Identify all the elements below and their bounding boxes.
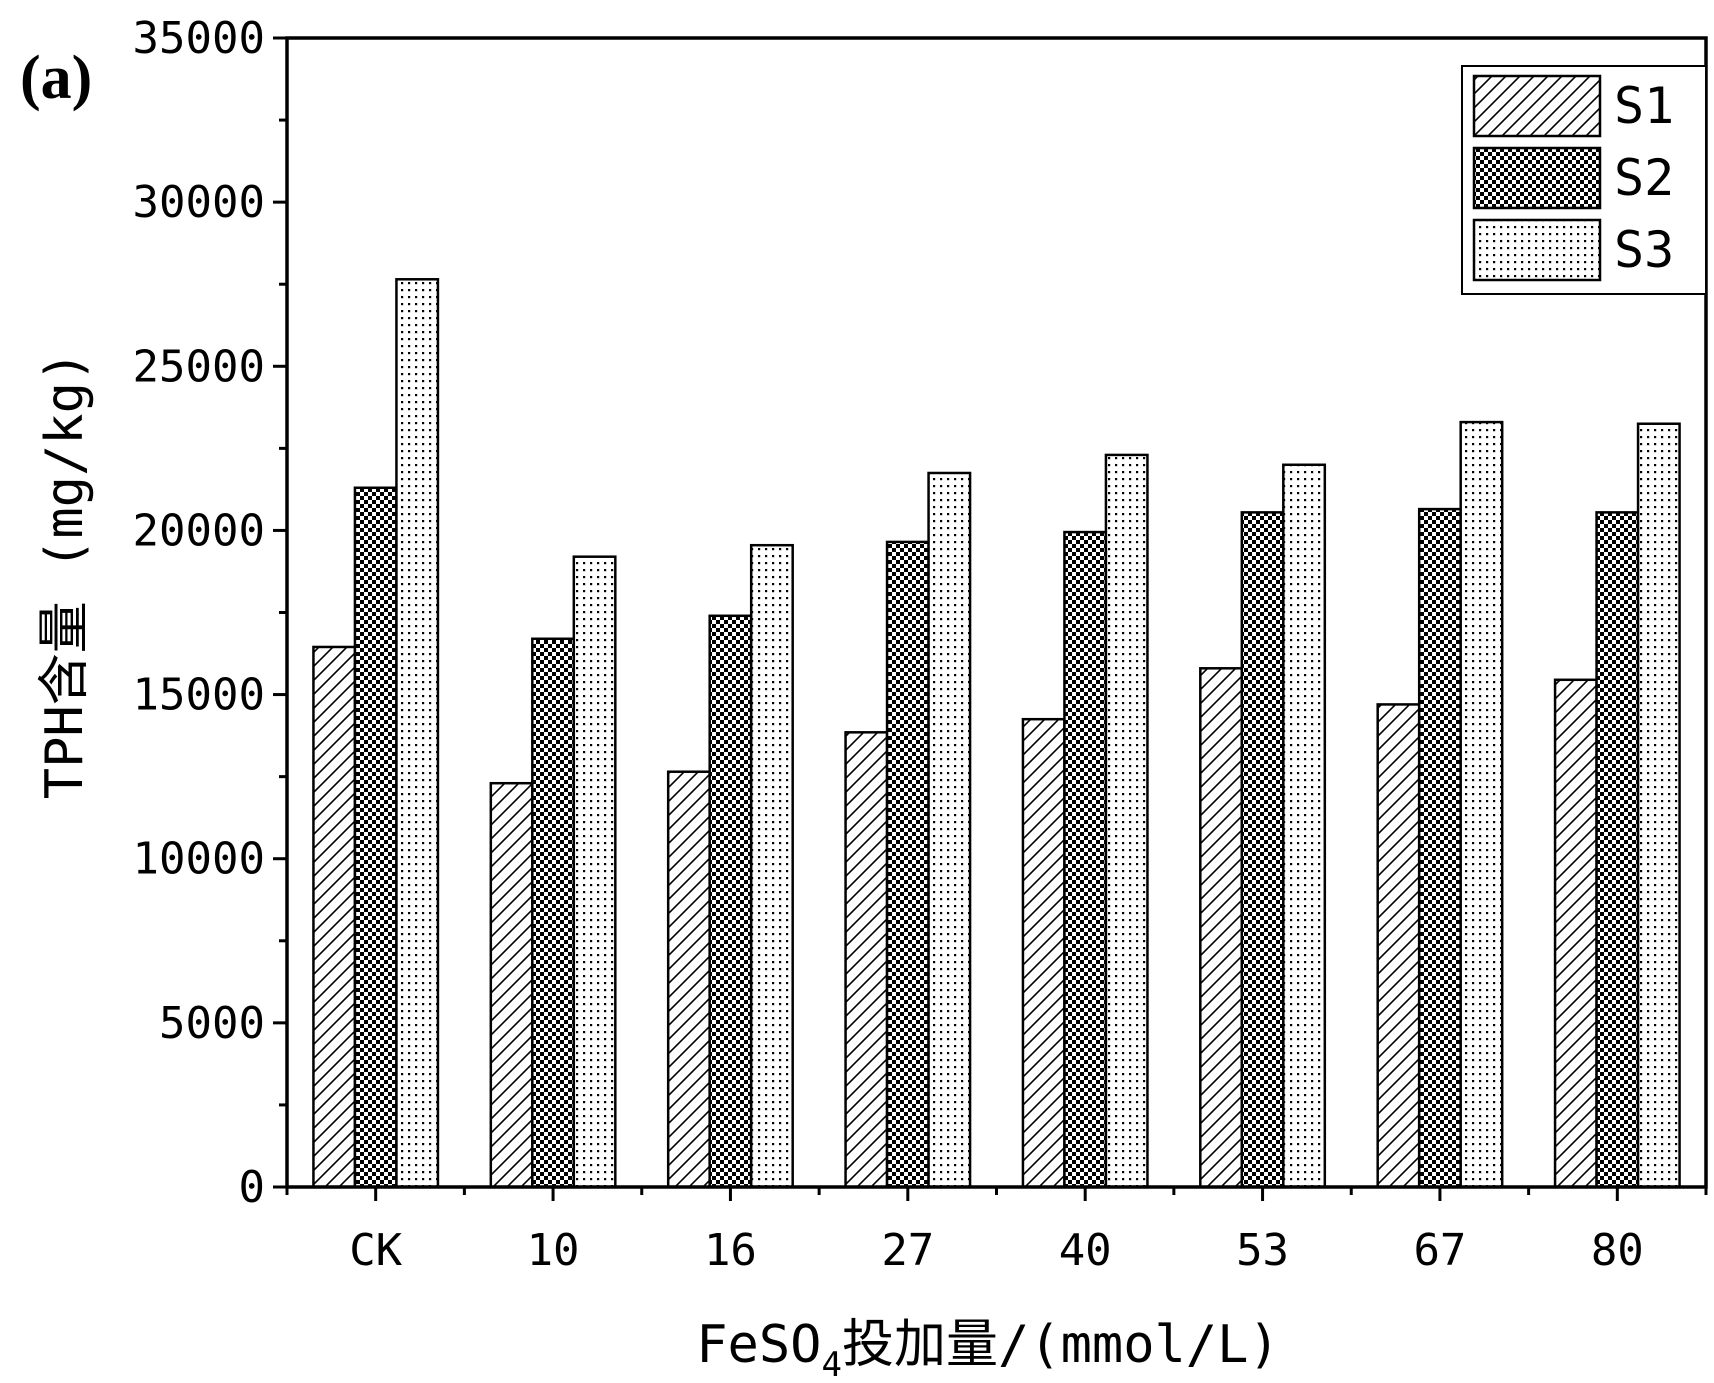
y-tick-label: 30000 bbox=[133, 177, 265, 228]
x-axis-title-suffix: 投加量/(mmol/L) bbox=[842, 1315, 1280, 1375]
y-tick-label: 35000 bbox=[133, 13, 265, 64]
bar-s2-40 bbox=[1063, 530, 1108, 1189]
x-axis-title: FeSO4投加量/(mmol/L) bbox=[696, 1315, 1279, 1378]
bar-s2-27 bbox=[885, 540, 930, 1189]
y-tick-label: 0 bbox=[239, 1162, 266, 1213]
y-tick-label: 5000 bbox=[159, 998, 265, 1049]
bar-s1-53 bbox=[1199, 667, 1244, 1189]
bar-s3-10 bbox=[572, 555, 617, 1189]
bar-s1-27 bbox=[844, 731, 889, 1189]
bar-s2-ck bbox=[353, 486, 398, 1189]
bar-s1-80 bbox=[1553, 678, 1598, 1189]
bar-s1-40 bbox=[1021, 717, 1066, 1189]
x-tick-label: 53 bbox=[1236, 1225, 1289, 1276]
x-axis-title-subscript: 4 bbox=[821, 1345, 841, 1378]
legend: S1 S2 S3 bbox=[1461, 65, 1707, 295]
legend-swatch-s3 bbox=[1472, 218, 1602, 282]
bar-s3-ck bbox=[395, 278, 440, 1189]
x-tick-label: 10 bbox=[527, 1225, 580, 1276]
bar-s3-80 bbox=[1636, 422, 1681, 1189]
legend-label-s1: S1 bbox=[1614, 77, 1674, 135]
axes-layer: 0 5000 10000 15000 20000 25000 30000 35000 CK 10 1… bbox=[133, 13, 1708, 1276]
bar-s1-67 bbox=[1376, 703, 1421, 1189]
x-tick-label: 40 bbox=[1059, 1225, 1112, 1276]
x-axis-title-main: FeSO bbox=[696, 1315, 821, 1375]
x-tick-label: 67 bbox=[1413, 1225, 1466, 1276]
x-tick-label: CK bbox=[349, 1225, 402, 1276]
x-tick-label: 16 bbox=[704, 1225, 757, 1276]
bar-s3-27 bbox=[927, 471, 972, 1189]
legend-label-s3: S3 bbox=[1614, 221, 1674, 279]
x-tick-label: 80 bbox=[1591, 1225, 1644, 1276]
panel-label: (a) bbox=[20, 44, 92, 112]
y-tick-label: 15000 bbox=[133, 670, 265, 721]
bar-s2-67 bbox=[1417, 507, 1462, 1189]
bar-s2-10 bbox=[531, 637, 576, 1189]
bar-s2-16 bbox=[708, 614, 753, 1189]
bar-s2-80 bbox=[1595, 511, 1640, 1189]
bar-s1-10 bbox=[489, 781, 534, 1189]
bar-s3-16 bbox=[749, 543, 794, 1189]
legend-swatch-s2 bbox=[1472, 146, 1602, 210]
y-tick-label: 10000 bbox=[133, 834, 265, 885]
x-tick-label: 27 bbox=[881, 1225, 934, 1276]
bar-s2-53 bbox=[1240, 511, 1285, 1189]
y-tick-label: 25000 bbox=[133, 341, 265, 392]
y-axis-title: TPH含量 (mg/kg) bbox=[35, 351, 95, 799]
legend-label-s2: S2 bbox=[1614, 149, 1674, 207]
bar-s3-53 bbox=[1282, 463, 1327, 1189]
bar-s1-16 bbox=[666, 770, 711, 1189]
bars-layer bbox=[312, 278, 1681, 1189]
bar-s3-67 bbox=[1459, 420, 1504, 1189]
y-tick-label: 20000 bbox=[133, 505, 265, 556]
bar-s1-ck bbox=[312, 645, 357, 1189]
bar-s3-40 bbox=[1104, 453, 1149, 1189]
legend-swatch-s1 bbox=[1472, 74, 1602, 138]
